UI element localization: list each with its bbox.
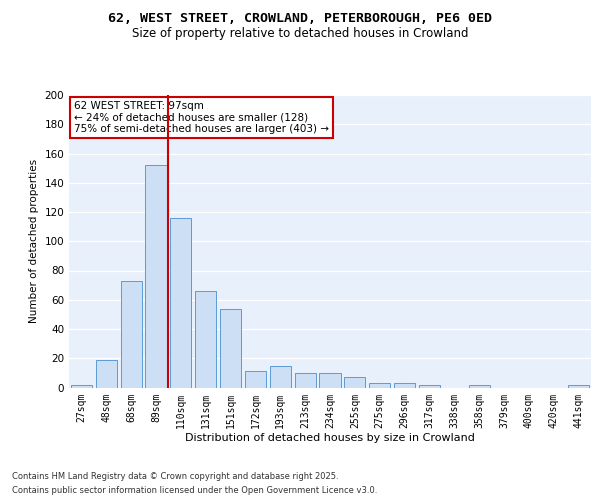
Bar (245, 372, 266, 388)
Bar (71, 384, 92, 388)
Bar (145, 165, 167, 388)
Bar (270, 366, 291, 388)
Bar (96, 360, 117, 388)
Text: Contains HM Land Registry data © Crown copyright and database right 2025.: Contains HM Land Registry data © Crown c… (12, 472, 338, 481)
Text: Size of property relative to detached houses in Crowland: Size of property relative to detached ho… (132, 28, 468, 40)
Text: 62 WEST STREET: 97sqm
← 24% of detached houses are smaller (128)
75% of semi-det: 62 WEST STREET: 97sqm ← 24% of detached … (74, 101, 329, 134)
Bar (220, 308, 241, 388)
Bar (121, 280, 142, 388)
Bar (369, 383, 390, 388)
Bar (419, 384, 440, 388)
Text: Contains public sector information licensed under the Open Government Licence v3: Contains public sector information licen… (12, 486, 377, 495)
Bar (469, 384, 490, 388)
Bar (319, 373, 341, 388)
Bar (195, 291, 216, 388)
Bar (344, 378, 365, 388)
X-axis label: Distribution of detached houses by size in Crowland: Distribution of detached houses by size … (185, 433, 475, 443)
Text: 62, WEST STREET, CROWLAND, PETERBOROUGH, PE6 0ED: 62, WEST STREET, CROWLAND, PETERBOROUGH,… (108, 12, 492, 26)
Bar (295, 373, 316, 388)
Y-axis label: Number of detached properties: Number of detached properties (29, 159, 39, 324)
Bar (170, 218, 191, 388)
Bar (568, 384, 589, 388)
Bar (394, 383, 415, 388)
